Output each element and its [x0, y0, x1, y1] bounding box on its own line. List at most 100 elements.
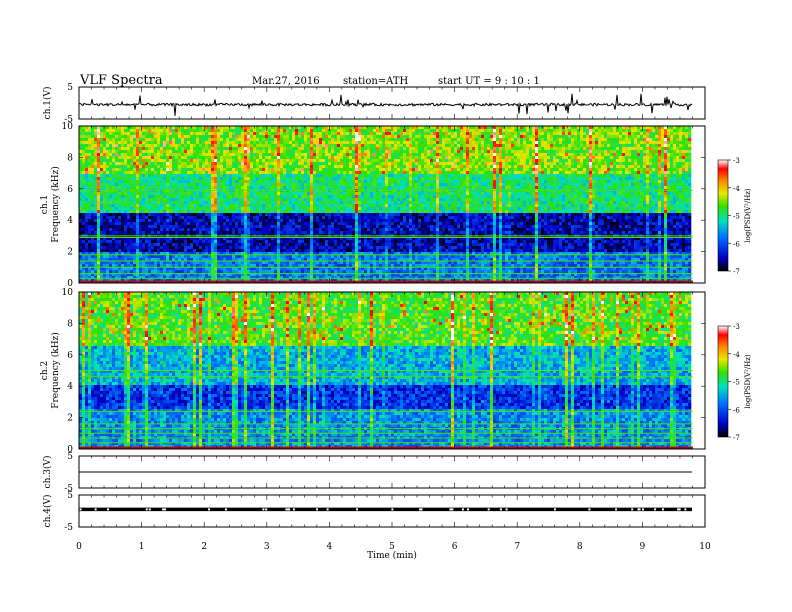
spectrogram-cell — [367, 174, 370, 177]
spectrogram-cell — [460, 150, 463, 153]
spectrogram-cell — [460, 159, 463, 162]
spectrogram-cell — [562, 135, 565, 138]
spectrogram-cell — [499, 150, 502, 153]
spectrogram-cell — [325, 129, 328, 132]
spectrogram-cell — [640, 195, 643, 198]
spectrogram-cell — [655, 129, 658, 132]
spectrogram-cell — [229, 171, 232, 174]
spectrogram-cell — [346, 171, 349, 174]
spectrogram-cell — [628, 156, 631, 159]
spectrogram-cell — [247, 177, 250, 180]
spectrogram-cell — [517, 165, 520, 168]
spectrogram-cell — [625, 135, 628, 138]
spectrogram-cell — [238, 147, 241, 150]
spectrogram-cell — [268, 144, 271, 147]
spectrogram-cell — [466, 159, 469, 162]
spectrogram-cell — [472, 183, 475, 186]
spectrogram-cell — [136, 132, 139, 135]
spectrogram-cell — [436, 132, 439, 135]
spectrogram-cell — [139, 138, 142, 141]
spectrogram-cell — [484, 174, 487, 177]
spectrogram-cell — [358, 192, 361, 195]
spectrogram-cell — [139, 174, 142, 177]
spectrogram-cell — [160, 135, 163, 138]
spectrogram-cell — [460, 132, 463, 135]
spectrogram-cell — [568, 132, 571, 135]
spectrogram-cell — [142, 132, 145, 135]
spectrogram-cell — [193, 135, 196, 138]
spectrogram-cell — [172, 132, 175, 135]
spectrogram-cell — [148, 138, 151, 141]
spectrogram-cell — [145, 186, 148, 189]
spectrogram-cell — [526, 147, 529, 150]
spectrogram-cell — [343, 135, 346, 138]
spectrogram-cell — [529, 195, 532, 198]
spectrogram-cell — [211, 156, 214, 159]
spectrogram-cell — [157, 141, 160, 144]
spectrogram-cell — [100, 171, 103, 174]
spectrogram-cell — [184, 150, 187, 153]
spectrogram-cell — [244, 153, 247, 156]
spectrogram-cell — [130, 159, 133, 162]
spectrogram-cell — [301, 177, 304, 180]
spectrogram-cell — [277, 153, 280, 156]
spectrogram-cell — [421, 195, 424, 198]
spectrogram-cell — [274, 183, 277, 186]
spectrogram-cell — [340, 135, 343, 138]
spectrogram-cell — [253, 186, 256, 189]
spectrogram-cell — [376, 195, 379, 198]
spectrogram-cell — [217, 147, 220, 150]
spectrogram-cell — [313, 180, 316, 183]
spectrogram-cell — [184, 183, 187, 186]
spectrogram-cell — [628, 195, 631, 198]
spectrogram-cell — [361, 135, 364, 138]
spectrogram-cell — [361, 168, 364, 171]
spectrogram-cell — [628, 165, 631, 168]
spectrogram-cell — [559, 168, 562, 171]
spectrogram-cell — [415, 138, 418, 141]
spectrogram-cell — [370, 192, 373, 195]
spectrogram-cell — [649, 132, 652, 135]
spectrogram-cell — [574, 162, 577, 165]
spectrogram-cell — [568, 162, 571, 165]
spectrogram-cell — [616, 162, 619, 165]
spectrogram-cell — [634, 186, 637, 189]
spectrogram-cell — [664, 141, 667, 144]
spectrogram-cell — [145, 192, 148, 195]
spectrogram-cell — [382, 183, 385, 186]
spectrogram-cell — [562, 147, 565, 150]
spectrogram-cell — [331, 147, 334, 150]
spectrogram-cell — [259, 177, 262, 180]
spectrogram-cell — [322, 162, 325, 165]
spectrogram-cell — [286, 162, 289, 165]
spectrogram-cell — [109, 174, 112, 177]
spectrogram-cell — [592, 159, 595, 162]
spectrogram-cell — [169, 138, 172, 141]
spectrogram-cell — [343, 138, 346, 141]
spectrogram-cell — [625, 168, 628, 171]
spectrogram-cell — [394, 162, 397, 165]
spectrogram-cell — [403, 141, 406, 144]
spectrogram-cell — [214, 180, 217, 183]
spectrogram-cell — [112, 156, 115, 159]
spectrogram-cell — [328, 153, 331, 156]
spectrogram-cell — [298, 198, 301, 201]
spectrogram-cell — [142, 141, 145, 144]
spectrogram-cell — [523, 174, 526, 177]
spectrogram-cell — [259, 144, 262, 147]
spectrogram-cell — [307, 177, 310, 180]
spectrogram-cell — [673, 144, 676, 147]
spectrogram-cell — [190, 168, 193, 171]
spectrogram-cell — [280, 144, 283, 147]
spectrogram-cell — [319, 156, 322, 159]
spectrogram-cell — [619, 177, 622, 180]
spectrogram-cell — [649, 180, 652, 183]
spectrogram-cell — [283, 171, 286, 174]
spectrogram-cell — [352, 138, 355, 141]
spectrogram-cell — [514, 129, 517, 132]
spectrogram-cell — [580, 144, 583, 147]
spectrogram-cell — [427, 171, 430, 174]
spectrogram-cell — [313, 129, 316, 132]
spectrogram-cell — [283, 159, 286, 162]
spectrogram-cell — [277, 177, 280, 180]
